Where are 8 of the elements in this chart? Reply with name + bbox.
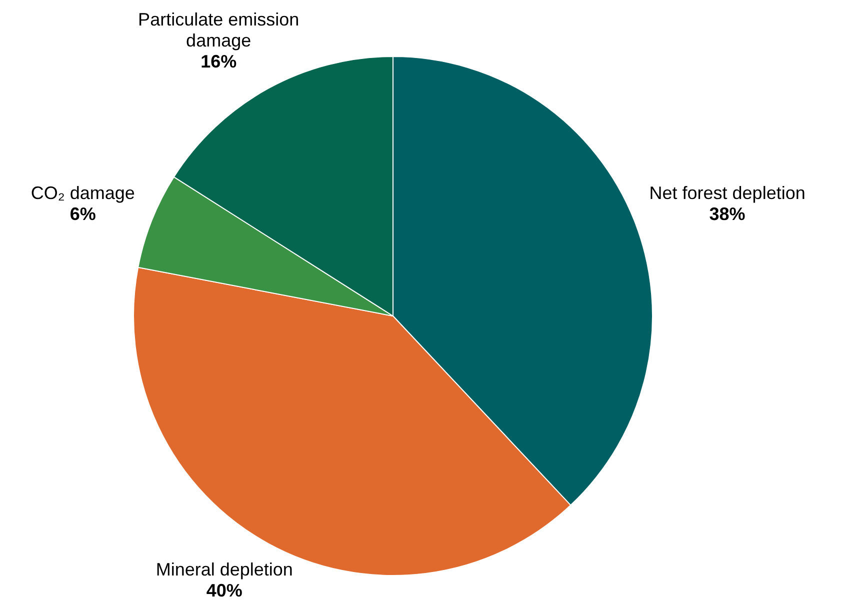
slice-label: CO₂ damage [30, 183, 135, 204]
data-label: 40% [206, 580, 242, 601]
slice-label: Particulate emission damage [138, 10, 300, 51]
data-label: 16% [200, 52, 237, 72]
slice-label: Mineral depletion [156, 560, 293, 580]
data-label: 6% [70, 204, 96, 224]
data-label: 38% [709, 204, 746, 224]
slice-label: Net forest depletion [649, 183, 806, 204]
